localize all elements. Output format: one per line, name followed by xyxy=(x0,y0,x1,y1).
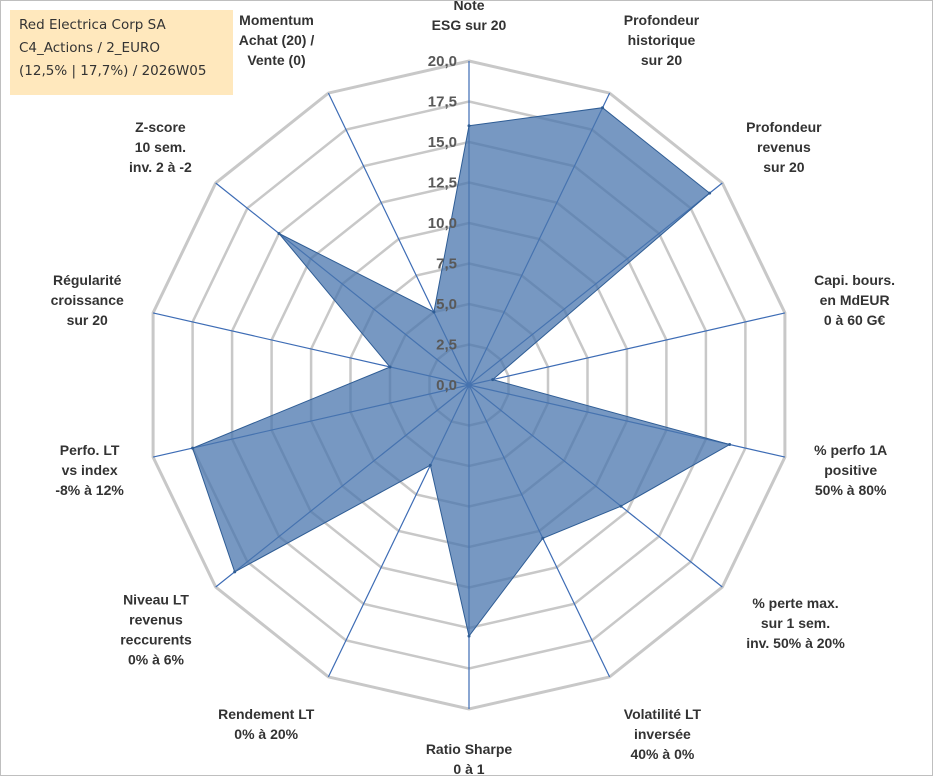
category-label: 10 sem. xyxy=(135,139,186,155)
category-label: Ratio Sharpe xyxy=(426,741,513,757)
category-label: 0% à 6% xyxy=(128,651,185,667)
data-point xyxy=(432,310,436,314)
category-label: Achat (20) / xyxy=(239,32,315,48)
tick-label: 10,0 xyxy=(428,215,457,232)
category-label: 0% à 20% xyxy=(234,726,298,742)
data-point xyxy=(277,232,281,235)
category-label: Perfo. LT xyxy=(60,442,120,458)
category-label: % perte max. xyxy=(752,595,838,611)
series-area xyxy=(191,106,732,638)
category-label: inversée xyxy=(634,726,691,742)
category-label: vs index xyxy=(62,462,118,478)
data-point xyxy=(233,570,237,574)
category-label: 40% à 0% xyxy=(630,746,694,762)
category-label: croissance xyxy=(51,292,124,308)
data-point xyxy=(619,504,623,508)
category-label: Profondeur xyxy=(624,12,700,28)
info-company: Red Electrica Corp SA xyxy=(19,17,166,33)
category-label: Note xyxy=(453,1,484,13)
category-label: Momentum xyxy=(239,12,314,28)
data-point xyxy=(728,443,732,446)
category-label: positive xyxy=(824,462,877,478)
info-box: Red Electrica Corp SA C4_Actions / 2_EUR… xyxy=(10,10,233,95)
category-label: Régularité xyxy=(53,272,122,288)
axis-spoke xyxy=(468,312,786,386)
category-label: -8% à 12% xyxy=(55,482,124,498)
category-label: Niveau LT xyxy=(123,591,189,607)
data-point xyxy=(541,536,545,540)
category-label: 0 à 1 xyxy=(453,761,484,775)
data-point xyxy=(467,634,471,638)
data-point xyxy=(491,378,495,382)
category-label: 50% à 80% xyxy=(815,482,887,498)
category-label: inv. 2 à -2 xyxy=(129,159,192,175)
data-point xyxy=(601,106,604,110)
category-label: en MdEUR xyxy=(820,292,890,308)
category-label: Capi. bours. xyxy=(814,272,895,288)
tick-label: 20,0 xyxy=(428,53,457,70)
data-point xyxy=(467,124,471,128)
tick-label: 0,0 xyxy=(436,377,457,394)
info-category: C4_Actions / 2_EURO xyxy=(19,40,160,56)
tick-label: 7,5 xyxy=(436,256,457,273)
category-label: Rendement LT xyxy=(218,706,315,722)
category-label: ESG sur 20 xyxy=(432,17,507,33)
tick-label: 15,0 xyxy=(428,134,457,151)
category-label: Z-score xyxy=(135,119,186,135)
category-label: Vente (0) xyxy=(247,52,305,68)
tick-label: 2,5 xyxy=(436,337,457,354)
category-label: inv. 50% à 20% xyxy=(746,635,845,651)
data-point xyxy=(428,463,432,467)
category-label: reccurents xyxy=(120,631,192,647)
tick-label: 12,5 xyxy=(428,175,457,192)
category-label: Volatilité LT xyxy=(624,706,702,722)
tick-label: 5,0 xyxy=(436,296,457,313)
tick-label: 17,5 xyxy=(428,94,457,111)
data-point xyxy=(388,365,392,369)
category-label: % perfo 1A xyxy=(814,442,887,458)
category-label: historique xyxy=(628,32,696,48)
category-label: revenus xyxy=(757,139,811,155)
info-stats: (12,5% | 17,7%) / 2026W05 xyxy=(19,63,207,79)
category-label: revenus xyxy=(129,611,183,627)
data-point xyxy=(708,191,712,195)
category-label: sur 20 xyxy=(641,52,682,68)
category-label: sur 1 sem. xyxy=(761,615,830,631)
data-point xyxy=(191,446,195,450)
category-label: sur 20 xyxy=(67,312,108,328)
category-label: Profondeur xyxy=(746,119,822,135)
radial-tick-labels: 0,0 2,5 5,0 7,5 10,0 12,5 15,0 17,5 20,0 xyxy=(428,53,457,394)
category-label: sur 20 xyxy=(763,159,804,175)
category-label: 0 à 60 G€ xyxy=(824,312,886,328)
category-labels: Note ESG sur 20 Profondeur historique sur 20… xyxy=(51,1,895,775)
